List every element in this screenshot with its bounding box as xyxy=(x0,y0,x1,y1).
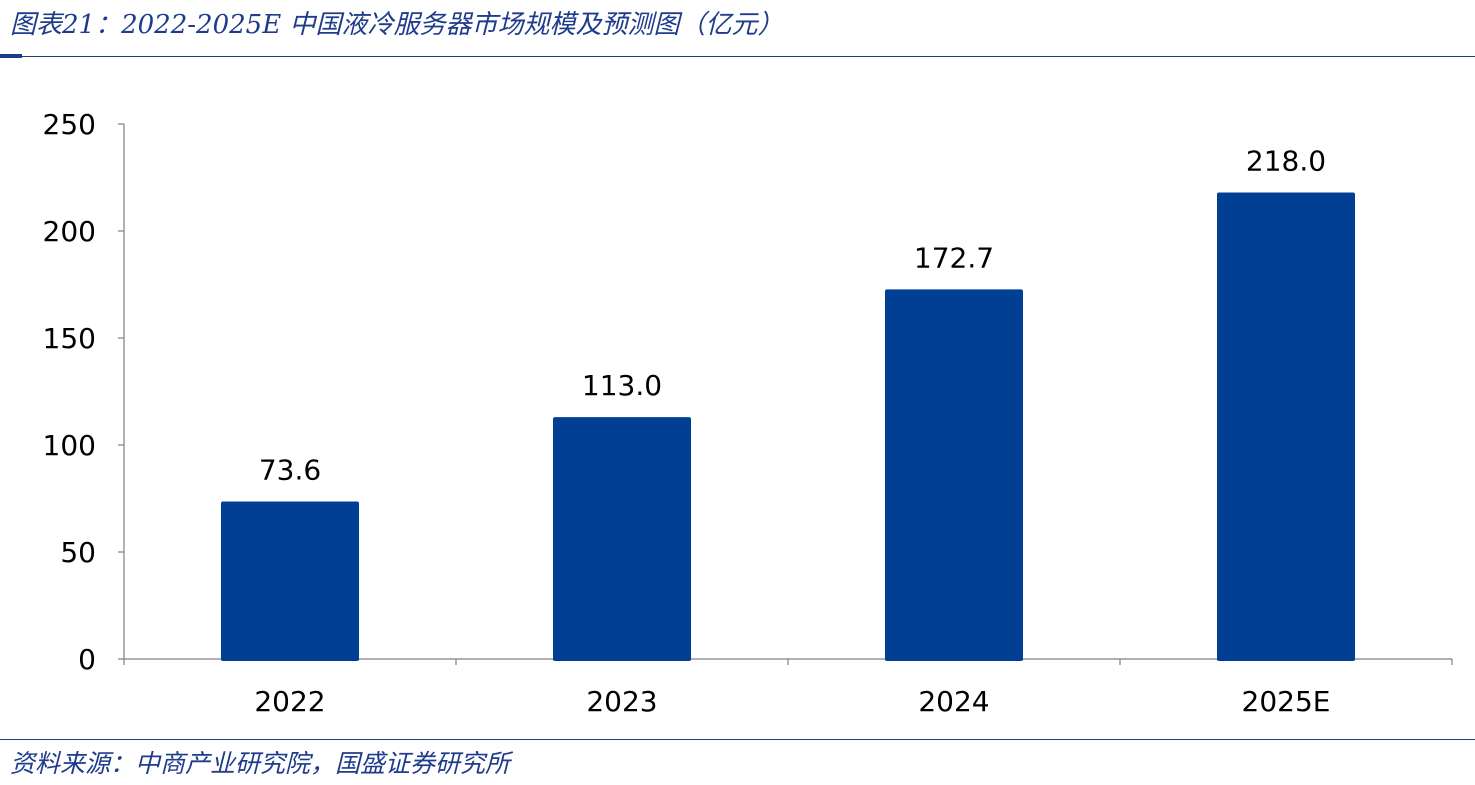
title-rule xyxy=(0,56,1475,57)
x-tick-label-2022: 2022 xyxy=(254,685,325,718)
bars xyxy=(221,192,1355,662)
y-tick-label: 200 xyxy=(43,215,96,248)
data-label-2025E: 218.0 xyxy=(1246,144,1326,177)
source-rule xyxy=(0,739,1475,740)
data-labels: 73.6 113.0 172.7 218.0 xyxy=(259,144,1326,486)
x-tick-label-2025E: 2025E xyxy=(1242,685,1331,718)
y-tick-label: 50 xyxy=(60,536,96,569)
bar-2022 xyxy=(221,501,359,661)
bar-2024 xyxy=(885,289,1023,661)
y-tick-label: 0 xyxy=(78,643,96,676)
y-tick-label: 100 xyxy=(43,429,96,462)
y-tick-label: 250 xyxy=(43,108,96,141)
data-label-2023: 113.0 xyxy=(582,369,662,402)
x-tick-label-2023: 2023 xyxy=(586,685,657,718)
x-axis: 2022 2023 2024 2025E xyxy=(123,658,1453,718)
data-label-2024: 172.7 xyxy=(914,241,994,274)
data-label-2022: 73.6 xyxy=(259,453,321,486)
bar-chart: 0 50 100 150 200 250 2022 2023 2024 2025E 73.6 11… xyxy=(43,108,1453,718)
chart-caption-title: 图表21：2022-2025E 中国液冷服务器市场规模及预测图（亿元） xyxy=(10,10,784,40)
source-note: 资料来源：中商产业研究院，国盛证券研究所 xyxy=(10,749,511,778)
y-tick-label: 150 xyxy=(43,322,96,355)
y-axis: 0 50 100 150 200 250 xyxy=(43,108,125,676)
x-tick-label-2024: 2024 xyxy=(918,685,989,718)
bar-2023 xyxy=(553,417,691,661)
bar-2025E xyxy=(1217,192,1355,662)
